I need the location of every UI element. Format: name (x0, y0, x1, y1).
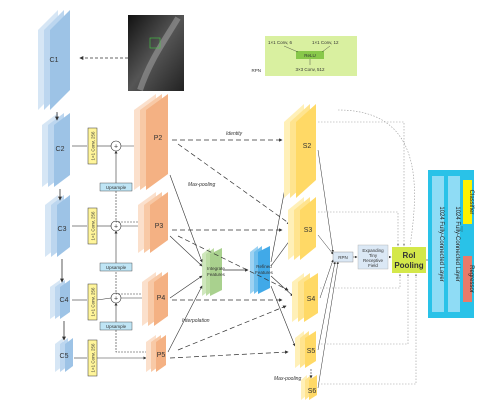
regressor-label: Regressor (468, 265, 474, 293)
backbone-c5: C5 (55, 338, 73, 372)
c3-label: C3 (58, 226, 67, 233)
fc-layers: 1024 Fully-Connected Layer 1024 Fully-Co… (428, 170, 474, 318)
expanding-line3: Receptive (363, 258, 384, 263)
stage-s3: S3 (288, 197, 316, 260)
stage-s6: S6 (301, 375, 317, 400)
sum-node-3: + (110, 220, 122, 232)
p4-label: P4 (157, 295, 166, 302)
expanding-receptive-field: Expanding Tiny Receptive Field (357, 244, 389, 270)
svg-text:+: + (114, 144, 118, 151)
upsample-5: Upsample (99, 321, 133, 331)
upsample-4-label: Upsample (106, 265, 127, 270)
c5-label: C5 (60, 353, 69, 360)
upsample-5-label: Upsample (106, 324, 127, 329)
expanding-line4: Field (368, 263, 378, 268)
roi-pooling-line1: RoI (403, 251, 416, 260)
classifier-label: Classifier (468, 190, 474, 215)
rpn-legend-conv-c: 3×3 Conv, 512 (295, 67, 325, 72)
upsample-4: Upsample (99, 262, 133, 272)
roi-pooling-line2: Pooling (394, 261, 423, 270)
upsample-3-label: Upsample (106, 185, 127, 190)
expanding-line1: Expanding (362, 248, 384, 253)
rpn-node-label: RPN (338, 255, 348, 260)
pyramid-p5: P5 (146, 335, 166, 372)
integrate-features-line1: Integrate (207, 266, 225, 271)
s2-label: S2 (303, 143, 312, 150)
backbone-c4: C4 (50, 280, 70, 319)
rpn-node: RPN (332, 251, 354, 263)
c2-label: C2 (56, 146, 65, 153)
pyramid-p2: P2 (134, 94, 168, 190)
refined-features-line2: Features (255, 270, 274, 275)
lateral-conv-c4-label: 1×1 Conv, 256 (91, 287, 96, 317)
fc-layer-2: 1024 Fully-Connected Layer (454, 206, 460, 281)
backbone-c2: C2 (42, 113, 70, 187)
s4-label: S4 (307, 296, 316, 303)
svg-text:+: + (114, 224, 118, 231)
rpn-legend-conv-a: 1×1 Conv, 6 (268, 40, 293, 45)
integrate-features-line2: Features (207, 272, 226, 277)
svg-text:+: + (114, 296, 118, 303)
p3-label: P3 (155, 223, 164, 230)
lateral-conv-c3-label: 1×1 Conv, 256 (91, 211, 96, 241)
lateral-conv-c5-label: 1×1 Conv, 256 (91, 343, 96, 373)
s3-label: S3 (304, 227, 313, 234)
c4-label: C4 (60, 297, 69, 304)
stage-s4: S4 (292, 273, 318, 322)
lateral-conv-c3: 1×1 Conv, 256 (87, 207, 98, 245)
max-pooling-bottom-label: Max-pooling (274, 376, 301, 382)
refined-features: Refined Features (250, 246, 274, 294)
integrate-features: Integrate Features (202, 248, 226, 296)
rpn-legend: 1×1 Conv, 6 1×1 Conv, 12 ReLU 3×3 Conv, … (251, 36, 357, 76)
p2-label: P2 (154, 135, 163, 142)
identity-label: Identity (226, 131, 243, 137)
xray-image (128, 15, 184, 91)
p5-label: P5 (157, 352, 166, 359)
lateral-conv-c2: 1×1 Conv, 256 (87, 127, 98, 165)
rpn-legend-relu: ReLU (304, 53, 316, 58)
backbone-c1: C1 (38, 10, 70, 110)
lateral-conv-c5: 1×1 Conv, 256 (87, 339, 98, 377)
stage-s5: S5 (295, 331, 316, 368)
lateral-conv-c2-label: 1×1 Conv, 256 (91, 131, 96, 161)
lateral-conv-c4: 1×1 Conv, 256 (87, 283, 98, 321)
roi-pooling: RoI Pooling (392, 247, 426, 273)
s5-label: S5 (307, 348, 316, 355)
interpolation-label: Interpolation (182, 318, 210, 324)
c1-label: C1 (50, 57, 59, 64)
sum-node-4: + (110, 292, 122, 304)
s6-label: S6 (308, 388, 317, 395)
max-pooling-label: Max-pooling (188, 182, 215, 188)
backbone-c3: C3 (45, 195, 70, 257)
stage-s2: S2 (284, 104, 316, 198)
fc-layer-1: 1024 Fully-Connected Layer (438, 206, 444, 281)
upsample-3: Upsample (99, 182, 133, 192)
rpn-legend-conv-b: 1×1 Conv, 12 (312, 40, 339, 45)
expanding-line2: Tiny (369, 253, 378, 258)
rpn-legend-title: RPN (251, 68, 261, 73)
pyramid-p4: P4 (142, 272, 168, 326)
refined-features-line1: Refined (256, 264, 272, 269)
pyramid-p3: P3 (138, 192, 168, 253)
sum-node-2: + (110, 140, 122, 152)
